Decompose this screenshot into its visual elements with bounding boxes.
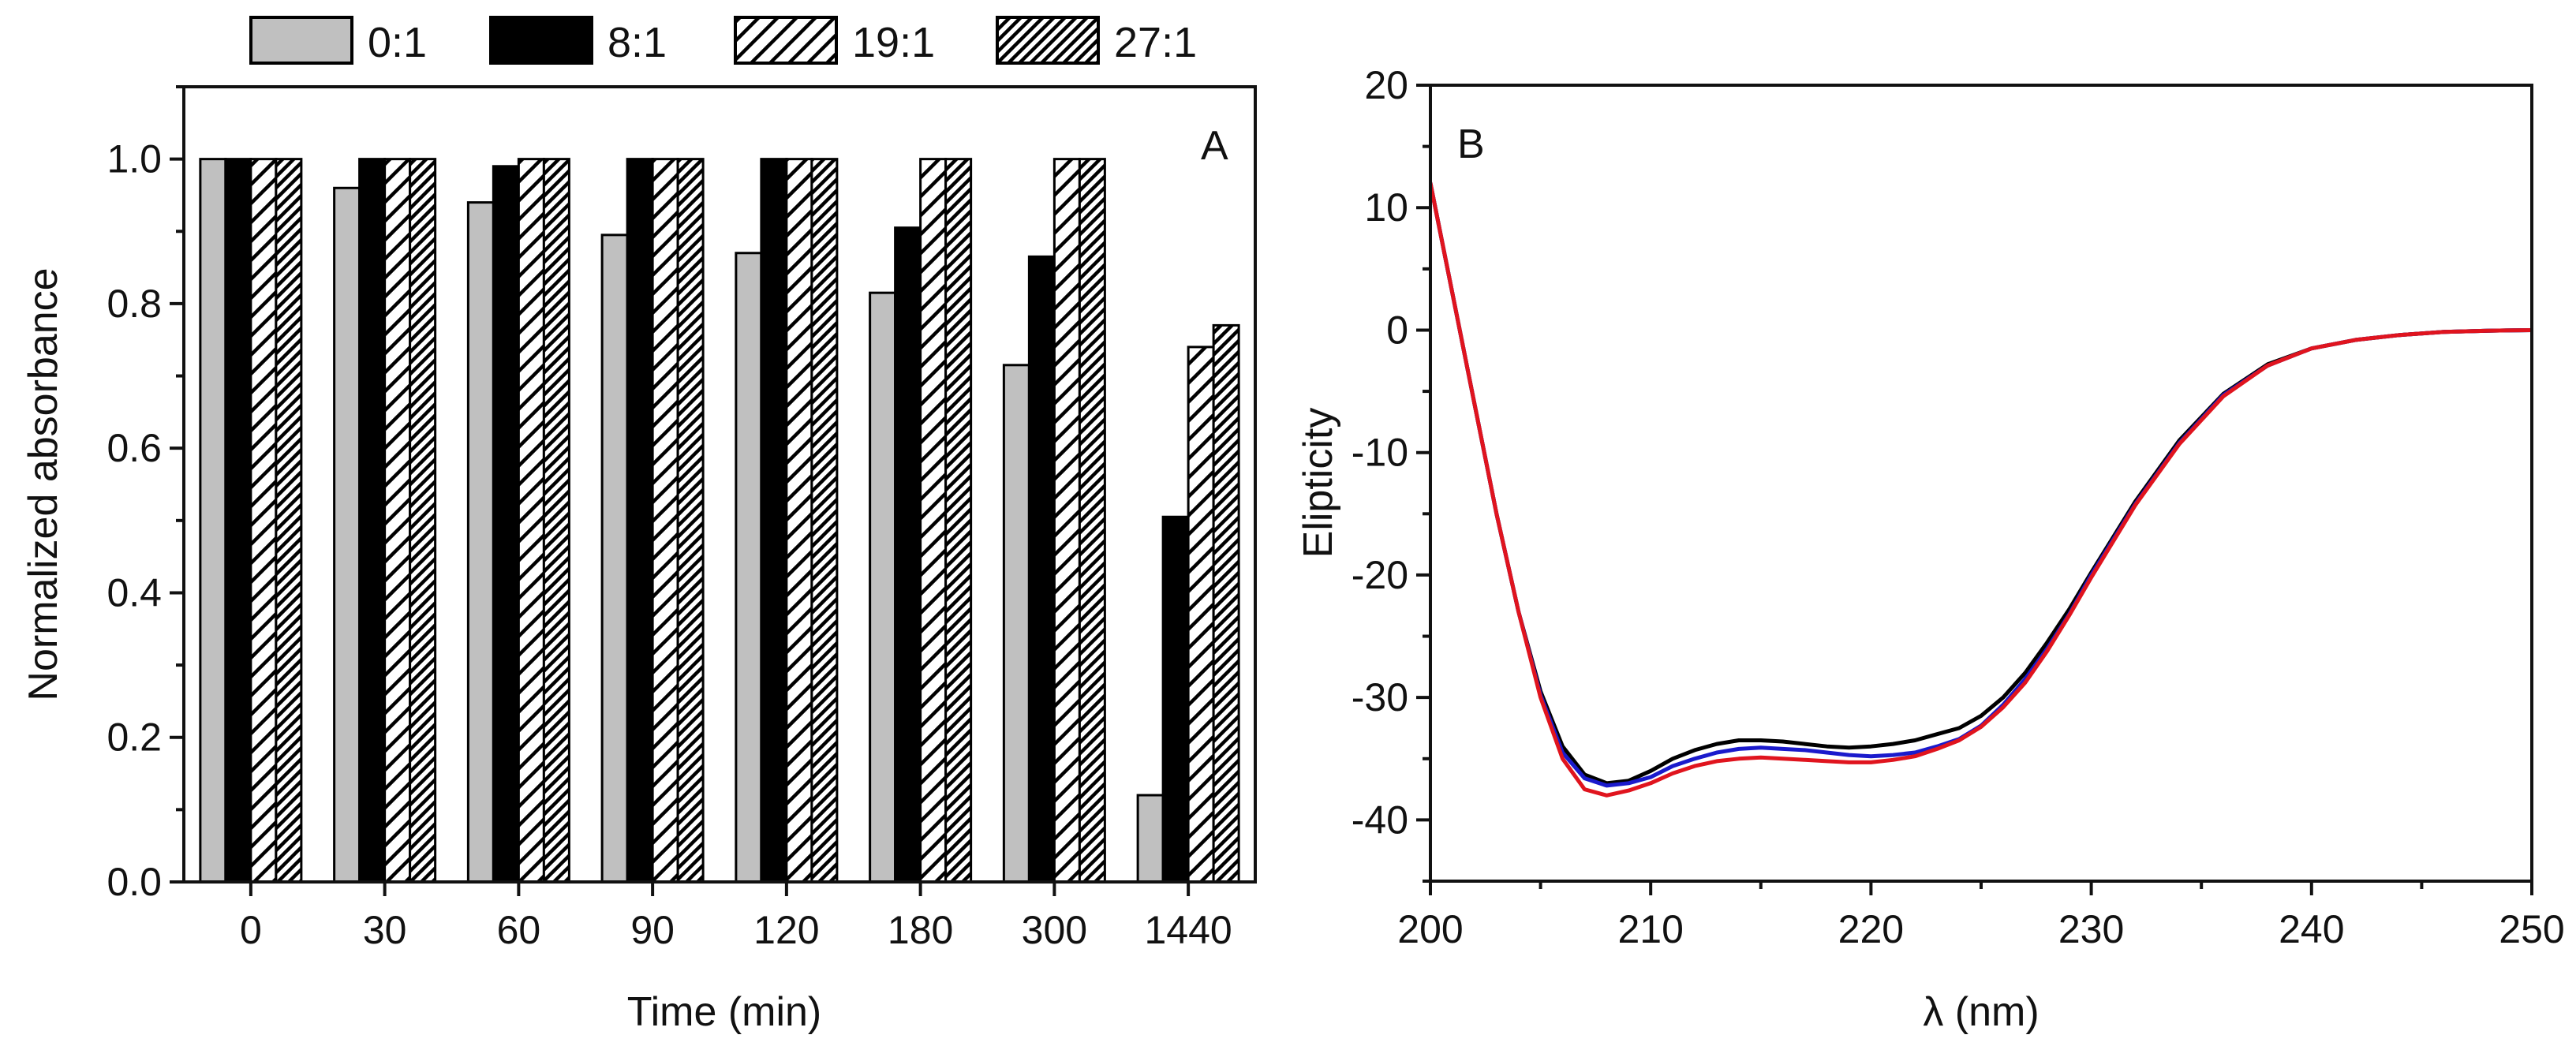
b-x-tick-label-200: 200 — [1397, 907, 1463, 951]
legend-label-0-1: 0:1 — [368, 19, 427, 66]
bar-19-1-t120 — [785, 158, 813, 884]
bar-0-1-t30 — [333, 186, 361, 884]
b-y-tick-label-20: -20 — [1352, 553, 1408, 597]
legend-item-27-1: 27:1 — [996, 16, 1197, 66]
panel-a-bars — [199, 158, 1240, 884]
x-tick-label-90: 90 — [630, 908, 675, 952]
bar-27-1-t120 — [810, 158, 839, 884]
panel-a-ylabel: Normalized absorbance — [21, 267, 66, 700]
bar-8-1-t30 — [358, 158, 387, 884]
bar-8-1-t0 — [224, 158, 252, 884]
bar-8-1-t120 — [760, 158, 788, 884]
bar-27-1-t30 — [409, 158, 437, 884]
b-y-tick-label-0: 0 — [1386, 308, 1408, 352]
panel-b-ylabel: Elipticity — [1295, 408, 1341, 559]
y-tick-label-0-4: 0.4 — [107, 570, 162, 615]
bar-27-1-t180 — [944, 158, 973, 884]
panel-b-xlabel: λ (nm) — [1923, 989, 2039, 1035]
legend-item-0-1: 0:1 — [249, 16, 427, 66]
b-x-tick-label-250: 250 — [2499, 907, 2564, 951]
b-x-tick-label-230: 230 — [2058, 907, 2124, 951]
b-y-tick-label-10: -10 — [1352, 431, 1408, 475]
bar-0-1-t90 — [600, 233, 629, 884]
bar-0-1-t60 — [466, 201, 495, 884]
panel-a-xlabel: Time (min) — [627, 989, 822, 1035]
bar-19-1-t180 — [919, 158, 948, 884]
bar-0-1-t300 — [1002, 364, 1030, 884]
b-x-tick-label-240: 240 — [2279, 907, 2344, 951]
bar-8-1-t1440 — [1161, 515, 1190, 884]
panel-a-ticks: 0 30 60 90 120 180 300 1440 0.0 0.2 0.4 0.6 0.8 1.0 — [107, 85, 1232, 952]
line-blue — [1430, 181, 2532, 788]
bar-19-1-t300 — [1052, 158, 1081, 884]
b-y-tick-label-30: -30 — [1352, 675, 1408, 719]
y-tick-label-0-6: 0.6 — [107, 426, 162, 470]
bar-27-1-t0 — [275, 158, 303, 884]
bar-0-1-t180 — [869, 291, 897, 884]
bar-8-1-t300 — [1027, 255, 1056, 884]
panel-a-frame — [182, 85, 1257, 884]
x-tick-label-180: 180 — [888, 908, 953, 952]
y-tick-label-0-8: 0.8 — [107, 282, 162, 326]
panel-b-lines — [1430, 181, 2532, 798]
panel-b-letter: B — [1457, 121, 1485, 167]
bar-8-1-t90 — [626, 158, 654, 884]
legend-item-19-1: 19:1 — [734, 16, 935, 66]
legend-label-27-1: 27:1 — [1114, 19, 1197, 66]
line-black — [1430, 181, 2532, 786]
legend: 0:1 8:1 19:1 27:1 — [249, 16, 1197, 66]
legend-swatch-8-1 — [489, 16, 593, 65]
bar-27-1-t60 — [542, 158, 570, 884]
bar-19-1-t0 — [249, 158, 278, 884]
panel-b-line-chart: 200 210 220 230 240 250 20 10 0 -10 -20 -30 -40 B El… — [1295, 63, 2565, 1035]
bar-19-1-t60 — [517, 158, 545, 884]
panel-a-letter: A — [1201, 123, 1228, 169]
b-y-tick-label-10: 10 — [1364, 185, 1408, 230]
legend-swatch-0-1 — [249, 16, 353, 65]
x-tick-label-120: 120 — [753, 908, 819, 952]
bar-0-1-t0 — [199, 158, 227, 884]
x-tick-label-1440: 1440 — [1145, 908, 1232, 952]
b-x-tick-label-220: 220 — [1838, 907, 1904, 951]
legend-swatch-19-1 — [734, 16, 838, 65]
bar-0-1-t1440 — [1136, 794, 1165, 884]
x-tick-label-0: 0 — [240, 908, 262, 952]
legend-swatch-27-1 — [996, 16, 1100, 65]
x-tick-label-60: 60 — [497, 908, 541, 952]
y-tick-label-0-0: 0.0 — [107, 860, 162, 904]
line-red — [1430, 181, 2532, 798]
panel-b-frame — [1429, 84, 2533, 883]
b-y-tick-label-40: -40 — [1352, 798, 1408, 842]
bar-0-1-t120 — [735, 252, 763, 884]
bar-27-1-t90 — [676, 158, 705, 884]
bar-19-1-t1440 — [1187, 346, 1215, 884]
panel-b-ticks: 200 210 220 230 240 250 20 10 0 -10 -20 -30 -40 — [1352, 63, 2565, 951]
bar-8-1-t60 — [492, 165, 520, 884]
legend-label-19-1: 19:1 — [852, 19, 935, 66]
legend-item-8-1: 8:1 — [489, 16, 667, 66]
x-tick-label-30: 30 — [363, 908, 407, 952]
bar-27-1-t1440 — [1212, 323, 1240, 884]
x-tick-label-300: 300 — [1022, 908, 1087, 952]
bar-19-1-t90 — [651, 158, 679, 884]
bar-27-1-t300 — [1078, 158, 1106, 884]
legend-label-8-1: 8:1 — [608, 19, 667, 66]
b-y-tick-label-20: 20 — [1364, 63, 1408, 107]
y-tick-label-1-0: 1.0 — [107, 137, 162, 181]
b-x-tick-label-210: 210 — [1617, 907, 1683, 951]
y-tick-label-0-2: 0.2 — [107, 715, 162, 760]
panel-a-bar-chart: 0 30 60 90 120 180 300 1440 0.0 0.2 0.4 0.6 0.8 1.0 A… — [21, 85, 1257, 1035]
bar-8-1-t180 — [894, 226, 922, 884]
bar-19-1-t30 — [383, 158, 412, 884]
